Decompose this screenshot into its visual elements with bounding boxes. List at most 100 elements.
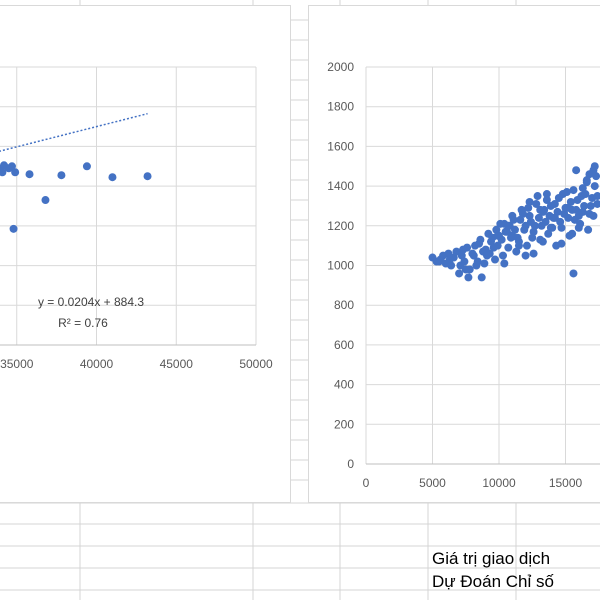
right-y-tick-label: 1000 xyxy=(327,259,354,273)
right-data-point xyxy=(480,259,489,268)
right-data-point xyxy=(592,172,600,181)
chart-left[interactable]: 35000 40000 45000 50000 y = 0.0204x + 884.3 R… xyxy=(0,5,291,503)
chart-left-plot: 35000 40000 45000 50000 y = 0.0204x + 884.3 R… xyxy=(0,66,273,371)
right-data-point xyxy=(464,273,473,282)
right-y-tick-label: 600 xyxy=(334,338,354,352)
right-data-point xyxy=(498,251,507,260)
right-data-point xyxy=(461,265,470,274)
right-data-point xyxy=(564,203,573,212)
left-x-tick-label: 35000 xyxy=(0,357,34,371)
right-x-tick-label: 5000 xyxy=(419,476,446,490)
right-data-point xyxy=(445,255,454,264)
chart-right-plot: 0 5000 10000 15000 0 200 400 600 800 1000 1200 1400… xyxy=(327,60,600,490)
right-data-point xyxy=(573,195,582,204)
right-y-tick-label: 1600 xyxy=(327,139,354,153)
right-data-point xyxy=(493,231,502,240)
right-data-point xyxy=(593,192,600,201)
right-data-point xyxy=(581,190,590,199)
right-data-point xyxy=(521,251,530,260)
right-data-point xyxy=(520,225,529,234)
right-data-point xyxy=(483,251,492,260)
right-data-point xyxy=(529,249,538,258)
cell-gia-tri-giao-dich[interactable]: Giá trị giao dịch xyxy=(432,549,551,568)
right-x-tick-label: 0 xyxy=(363,476,370,490)
left-data-point xyxy=(11,168,20,177)
right-data-point xyxy=(517,205,526,214)
left-data-point xyxy=(25,170,34,179)
right-data-point xyxy=(536,205,545,214)
right-data-point xyxy=(578,207,587,216)
right-data-point xyxy=(525,211,534,220)
right-data-point xyxy=(532,199,541,208)
chart-right[interactable]: 0 5000 10000 15000 0 200 400 600 800 1000 1200 1400… xyxy=(308,5,600,503)
right-y-tick-label: 2000 xyxy=(327,60,354,74)
right-data-point xyxy=(557,239,566,248)
right-data-point xyxy=(586,201,595,210)
right-data-point xyxy=(553,207,562,216)
right-data-point xyxy=(500,259,509,268)
right-data-point xyxy=(560,209,569,218)
right-data-point xyxy=(585,170,594,179)
right-data-point xyxy=(435,257,444,266)
right-data-point xyxy=(524,203,533,212)
left-data-point xyxy=(0,168,7,177)
right-data-point xyxy=(562,188,571,197)
cell-du-doan-chi-so[interactable]: Dự Đoán Chỉ số xyxy=(432,572,554,591)
right-data-point xyxy=(459,245,468,254)
right-data-point xyxy=(572,166,581,175)
right-data-point xyxy=(574,223,583,232)
right-x-tick-label: 10000 xyxy=(482,476,516,490)
right-data-point xyxy=(533,192,542,201)
right-data-point xyxy=(514,241,523,250)
right-data-point xyxy=(542,190,551,199)
right-data-point xyxy=(501,227,510,236)
right-data-point xyxy=(493,241,502,250)
right-data-point xyxy=(534,213,543,222)
right-data-point xyxy=(546,223,555,232)
right-y-tick-label: 400 xyxy=(334,378,354,392)
right-data-point xyxy=(457,251,466,260)
right-data-point xyxy=(557,223,566,232)
left-data-point xyxy=(143,172,152,181)
right-y-tick-label: 0 xyxy=(347,457,354,471)
right-data-point xyxy=(516,215,525,224)
right-data-point xyxy=(455,269,464,278)
right-data-point xyxy=(546,201,555,210)
right-data-point xyxy=(550,213,559,222)
right-data-point xyxy=(469,251,478,260)
right-data-point xyxy=(578,184,587,193)
right-data-point xyxy=(542,195,551,204)
left-data-point xyxy=(108,173,117,182)
right-data-point xyxy=(512,247,521,256)
right-data-point xyxy=(580,201,589,210)
left-data-point xyxy=(57,171,66,180)
right-y-tick-label: 800 xyxy=(334,298,354,312)
right-y-tick-label: 1200 xyxy=(327,219,354,233)
right-data-point xyxy=(541,217,550,226)
left-data-point xyxy=(82,162,91,171)
left-trendline-r-squared: R² = 0.76 xyxy=(58,316,108,330)
right-data-point xyxy=(475,239,484,248)
right-data-point xyxy=(522,241,531,250)
left-data-point xyxy=(7,162,16,171)
right-data-point xyxy=(568,229,577,238)
right-data-point xyxy=(472,261,481,270)
right-y-tick-label: 1400 xyxy=(327,179,354,193)
right-data-point xyxy=(492,225,501,234)
right-data-point xyxy=(529,227,538,236)
right-data-point xyxy=(593,199,600,208)
right-data-point xyxy=(584,225,593,234)
right-data-point xyxy=(504,221,513,230)
right-data-point xyxy=(569,269,578,278)
right-data-point xyxy=(447,261,456,270)
right-data-point xyxy=(496,219,505,228)
right-data-point xyxy=(569,186,578,195)
right-data-point xyxy=(510,225,519,234)
right-data-point xyxy=(590,182,599,191)
left-data-point xyxy=(41,196,50,205)
right-data-point xyxy=(477,273,486,282)
left-trendline-equation: y = 0.0204x + 884.3 xyxy=(38,295,144,309)
right-data-point xyxy=(504,243,513,252)
left-x-tick-label: 45000 xyxy=(160,357,194,371)
right-data-point xyxy=(538,237,547,246)
